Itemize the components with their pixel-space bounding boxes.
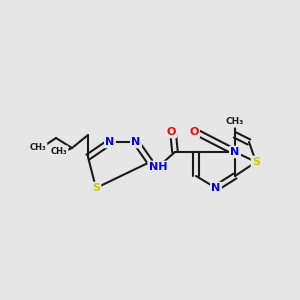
Text: CH₃: CH₃ (51, 146, 67, 155)
Text: CH₃: CH₃ (226, 118, 244, 127)
Text: NH: NH (149, 162, 167, 172)
Text: N: N (212, 183, 220, 193)
Text: O: O (166, 127, 176, 137)
Text: N: N (131, 137, 141, 147)
Text: N: N (105, 137, 115, 147)
Text: CH₃: CH₃ (30, 143, 46, 152)
Text: N: N (230, 147, 240, 157)
Text: S: S (92, 183, 100, 193)
Text: S: S (252, 157, 260, 167)
Text: O: O (189, 127, 199, 137)
